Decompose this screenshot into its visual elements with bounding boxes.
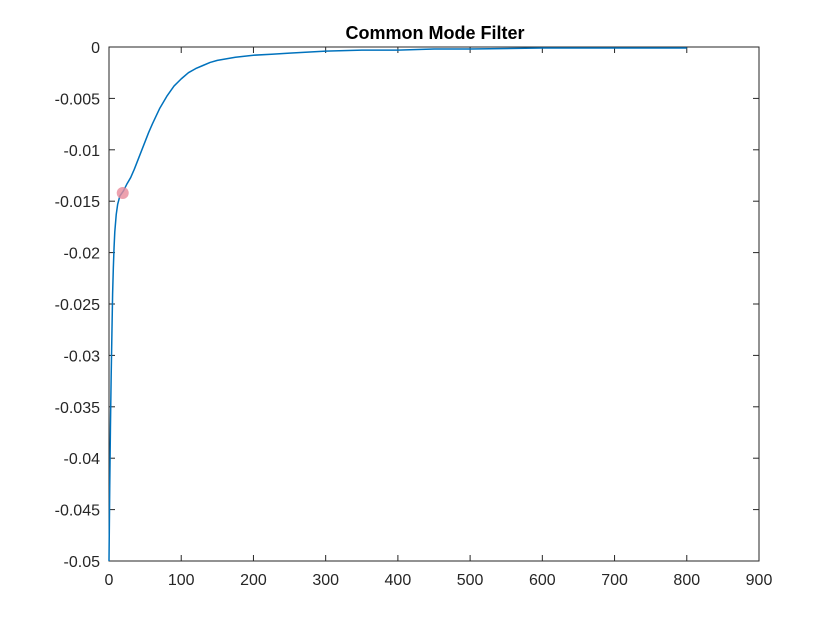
x-tick-label: 500 xyxy=(457,572,484,589)
y-tick-label: -0.04 xyxy=(64,451,101,468)
axes-box xyxy=(108,46,760,562)
x-tick-label: 600 xyxy=(529,572,556,589)
highlight-point xyxy=(116,186,129,199)
plot-area: 0 100 200 300 400 500 600 700 800 900 0 -0.005 -0.01… xyxy=(55,40,773,589)
y-tick-label: -0.01 xyxy=(64,143,101,160)
y-tick-label: -0.025 xyxy=(55,297,100,314)
y-tick-label: -0.015 xyxy=(55,194,100,211)
y-tick-label: 0 xyxy=(91,40,100,57)
x-tick-label: 300 xyxy=(312,572,339,589)
y-tick-label: -0.045 xyxy=(55,503,100,520)
y-tick-label: -0.05 xyxy=(64,554,101,571)
x-tick-label: 200 xyxy=(240,572,267,589)
x-tick-label: 0 xyxy=(105,572,114,589)
x-tick-label: 800 xyxy=(673,572,700,589)
chart-title: Common Mode Filter xyxy=(346,23,525,43)
y-tick-label: -0.005 xyxy=(55,91,100,108)
y-tick-label: -0.02 xyxy=(64,246,101,263)
x-tick-label: 400 xyxy=(385,572,412,589)
x-tick-label: 100 xyxy=(168,572,195,589)
x-tick-label: 700 xyxy=(601,572,628,589)
y-tick-label: -0.035 xyxy=(55,400,100,417)
x-tick-label: 900 xyxy=(746,572,773,589)
y-tick-label: -0.03 xyxy=(64,348,101,365)
series-line xyxy=(108,47,687,562)
